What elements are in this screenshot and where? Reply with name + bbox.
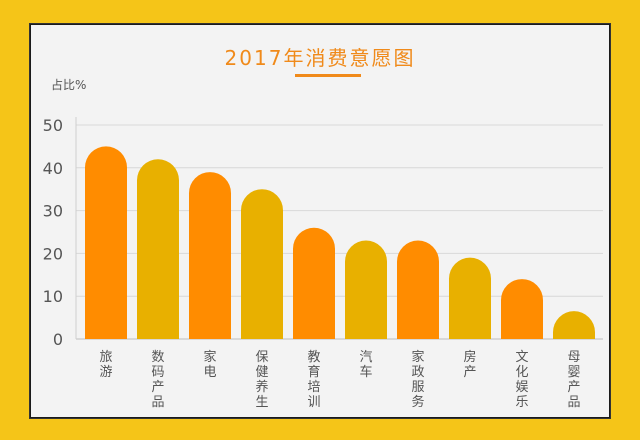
y-axis-ticks: 0 10 20 30 40 50 (43, 116, 63, 349)
chart-title: 2017年消费意愿图 (225, 46, 416, 70)
title-underline (295, 74, 361, 77)
x-tick-label: 保健养生 (255, 350, 268, 410)
x-axis-ticks: 旅游 数码产品 家电 保健养生 教育培训 汽车 家政服务 房产 文化娱乐 母婴产品 (99, 349, 580, 410)
x-tick-label: 数码产品 (151, 350, 164, 410)
y-tick-label: 30 (43, 202, 63, 221)
x-tick-label: 家电 (203, 349, 216, 380)
bar-7 (397, 240, 439, 339)
bar-8 (449, 257, 491, 339)
x-tick-label: 汽车 (359, 350, 372, 380)
bar-10 (553, 311, 595, 339)
x-tick-label: 旅游 (99, 350, 112, 380)
bar-3 (189, 172, 231, 339)
y-tick-label: 0 (53, 330, 63, 349)
x-tick-label: 房产 (463, 349, 476, 380)
x-tick-label: 家政服务 (411, 349, 424, 410)
bar-6 (345, 240, 387, 339)
bar-2 (137, 159, 179, 339)
bar-4 (241, 189, 283, 339)
y-tick-label: 50 (43, 116, 63, 135)
y-tick-label: 20 (43, 244, 63, 263)
bars (85, 146, 595, 339)
y-tick-label: 40 (43, 159, 63, 178)
x-tick-label: 母婴产品 (567, 350, 580, 410)
bar-1 (85, 146, 127, 339)
x-tick-label: 文化娱乐 (515, 350, 528, 410)
bar-5 (293, 227, 335, 339)
y-axis-label: 占比% (51, 77, 86, 92)
x-tick-label: 教育培训 (307, 349, 320, 410)
bar-chart: 2017年消费意愿图 占比% 0 10 20 30 40 50 旅游 数码产品 家电 保健养生 教… (43, 46, 603, 410)
y-tick-label: 10 (43, 287, 63, 306)
chart-card: 2017年消费意愿图 占比% 0 10 20 30 40 50 旅游 数码产品 家电 保健养生 教… (30, 24, 610, 418)
bar-9 (501, 279, 543, 339)
